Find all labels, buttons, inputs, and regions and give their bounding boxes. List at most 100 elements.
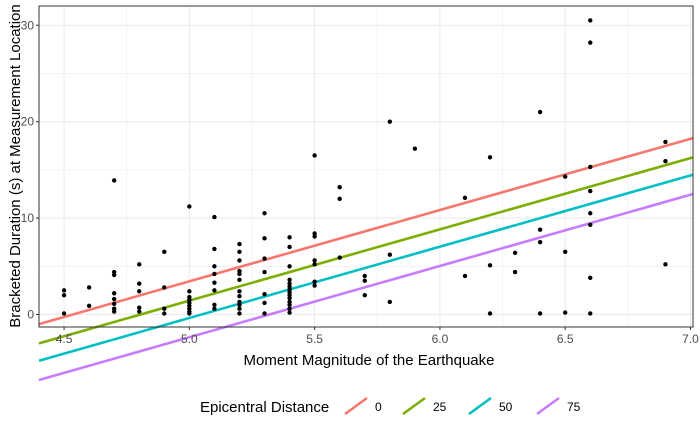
- data-point: [262, 311, 267, 316]
- data-point: [137, 262, 142, 267]
- data-point: [237, 289, 242, 294]
- data-point: [462, 273, 468, 279]
- data-point: [337, 196, 342, 201]
- data-point: [237, 249, 242, 255]
- data-point: [287, 306, 292, 311]
- data-point: [487, 155, 493, 160]
- trend-line-0: [38, 136, 694, 326]
- data-point: [663, 158, 668, 164]
- legend: Epicentral Distance 0 25 50 75: [200, 396, 581, 416]
- data-point: [212, 214, 217, 220]
- data-point: [212, 280, 217, 285]
- data-point: [537, 311, 543, 316]
- data-point: [563, 249, 568, 255]
- data-point: [212, 264, 217, 269]
- data-point: [312, 283, 317, 288]
- data-point: [387, 119, 393, 124]
- data-point: [663, 262, 668, 267]
- data-point: [137, 281, 142, 286]
- data-point: [86, 303, 92, 308]
- data-point: [287, 244, 292, 250]
- data-point: [588, 211, 593, 216]
- data-point: [111, 291, 117, 296]
- data-point: [262, 292, 267, 297]
- data-point: [287, 295, 292, 301]
- y-tick-label: 30: [21, 18, 35, 32]
- x-tick-label: 5.5: [306, 332, 323, 346]
- scatter-points: [61, 18, 668, 316]
- y-axis-title: Bracketed Duration (s) at Measurement Lo…: [7, 4, 24, 328]
- legend-title: Epicentral Distance: [200, 399, 329, 416]
- data-point: [287, 277, 292, 282]
- data-point: [237, 258, 242, 263]
- x-tick-label: 7.0: [682, 332, 699, 346]
- legend-label-25: 25: [433, 400, 447, 414]
- x-axis-title: Moment Magnitude of the Earthquake: [244, 352, 495, 369]
- data-point: [137, 309, 142, 314]
- data-point: [111, 301, 117, 307]
- data-point: [237, 241, 242, 247]
- data-point: [387, 252, 393, 257]
- plot-panel-border: [38, 5, 694, 328]
- data-point: [111, 309, 117, 314]
- data-point: [212, 302, 217, 308]
- data-point: [111, 178, 117, 183]
- data-point: [588, 40, 593, 45]
- legend-key-50: [468, 396, 492, 416]
- data-point: [462, 195, 468, 201]
- data-point: [563, 310, 568, 315]
- data-point: [312, 262, 317, 267]
- x-axis: 4.5 5.0 5.5 6.0 6.5 7.0: [56, 327, 699, 346]
- legend-key-25: [402, 396, 426, 416]
- trend-lines: [38, 136, 694, 382]
- data-point: [312, 258, 317, 263]
- data-point: [162, 306, 167, 311]
- data-point: [262, 256, 267, 261]
- data-point: [187, 204, 192, 209]
- data-point: [237, 311, 242, 316]
- data-point: [262, 300, 267, 306]
- data-point: [287, 235, 292, 240]
- data-point: [512, 269, 518, 275]
- data-point: [162, 249, 167, 255]
- data-point: [212, 306, 217, 311]
- y-tick-label: 10: [21, 211, 35, 225]
- data-point: [412, 146, 418, 151]
- data-point: [262, 211, 267, 216]
- data-point: [262, 236, 267, 241]
- legend-label-0: 0: [375, 400, 382, 414]
- trend-line-25: [38, 156, 694, 345]
- data-point: [137, 305, 142, 310]
- data-point: [588, 311, 593, 316]
- data-point: [287, 310, 292, 315]
- data-point: [663, 139, 668, 145]
- data-point: [312, 234, 317, 239]
- data-point: [563, 174, 568, 179]
- x-tick-label: 6.5: [557, 332, 574, 346]
- data-point: [487, 263, 493, 268]
- data-point: [588, 18, 593, 23]
- data-point: [287, 264, 292, 269]
- data-point: [312, 153, 317, 158]
- trend-line-50: [38, 173, 694, 362]
- data-point: [588, 164, 593, 170]
- data-point: [588, 188, 593, 194]
- grid: [39, 6, 693, 327]
- data-point: [512, 250, 518, 255]
- data-point: [362, 292, 367, 298]
- data-point: [362, 273, 367, 279]
- plot-background: [39, 6, 693, 327]
- data-point: [162, 285, 167, 290]
- data-point: [61, 292, 67, 298]
- data-point: [487, 311, 493, 316]
- data-point: [588, 275, 593, 281]
- data-point: [237, 293, 242, 299]
- data-point: [111, 296, 117, 302]
- data-point: [287, 302, 292, 308]
- data-point: [237, 302, 242, 308]
- data-point: [137, 289, 142, 294]
- data-point: [187, 311, 192, 316]
- data-point: [262, 269, 267, 275]
- legend-label-50: 50: [499, 400, 513, 414]
- data-point: [337, 185, 342, 190]
